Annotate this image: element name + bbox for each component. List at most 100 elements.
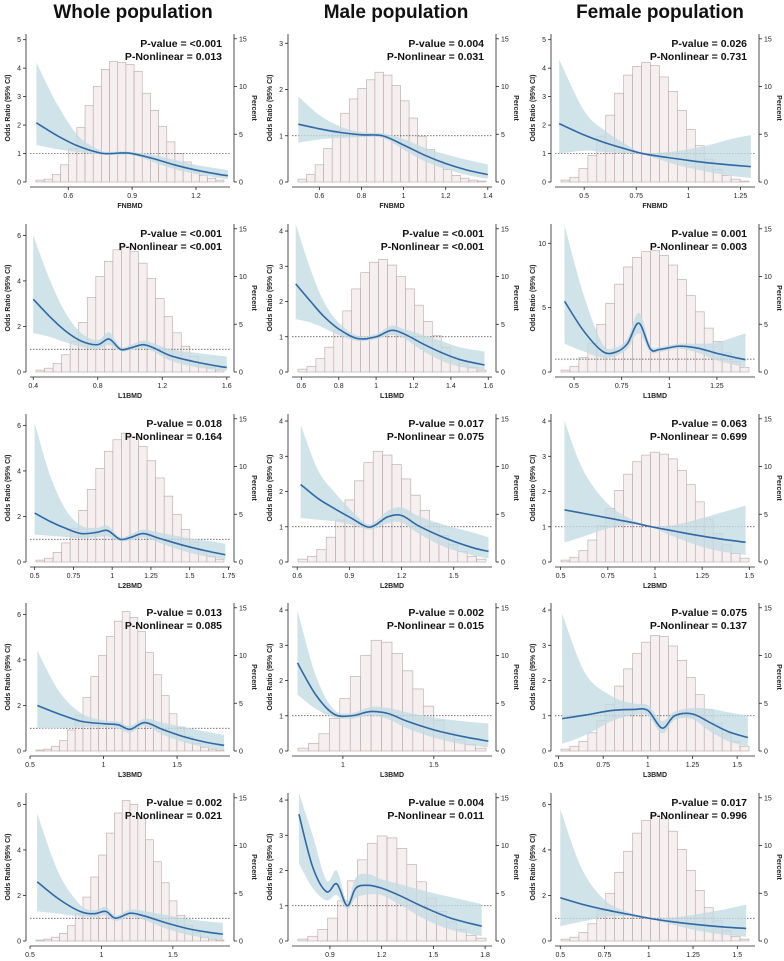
histogram-bar bbox=[318, 733, 330, 752]
y2-tick-label: 15 bbox=[239, 226, 247, 233]
y-tick-label: 2 bbox=[279, 87, 283, 94]
odds-ratio-curve bbox=[35, 122, 228, 177]
x-tick-label: 1.2 bbox=[441, 193, 451, 200]
histogram-bar bbox=[632, 832, 642, 942]
histogram-bar bbox=[92, 86, 102, 183]
y-axis-label: Odds Ratio (95% CI) bbox=[267, 834, 274, 901]
y-tick-label: 2 bbox=[279, 868, 283, 875]
y-axis-label: Odds Ratio (95% CI) bbox=[267, 75, 274, 142]
odds-ratio-curve bbox=[37, 704, 225, 747]
p-nonlinear-text: P-Nonlinear = 0.031 bbox=[387, 51, 484, 63]
histogram-bar bbox=[146, 278, 156, 373]
y-tick-label: 2 bbox=[17, 514, 21, 521]
x-tick-label: 0.4 bbox=[28, 383, 38, 390]
y-tick-label: 4 bbox=[279, 419, 283, 426]
y-tick-label: 6 bbox=[17, 233, 21, 240]
y-tick-label: 0 bbox=[17, 370, 21, 377]
p-nonlinear-text: P-Nonlinear = 0.021 bbox=[125, 810, 222, 822]
histogram-bar bbox=[632, 653, 642, 752]
histogram-bar bbox=[623, 850, 633, 942]
histogram-bar bbox=[67, 729, 76, 752]
histogram-bar bbox=[569, 936, 580, 942]
x-tick-label: 0.9 bbox=[127, 193, 137, 200]
x-tick-label: 0.6 bbox=[296, 383, 306, 390]
y-tick-label: 0 bbox=[542, 180, 546, 187]
histogram-bar bbox=[721, 175, 732, 183]
y-axis-label: Odds Ratio (95% CI) bbox=[5, 834, 12, 901]
odds-ratio-curve bbox=[298, 123, 488, 176]
histogram-bar bbox=[739, 180, 750, 183]
y-tick-label: 1 bbox=[279, 334, 283, 341]
y-tick-label: 6 bbox=[17, 802, 21, 809]
x-tick-label: 1 bbox=[99, 952, 103, 959]
odds-ratio-curve bbox=[562, 707, 749, 739]
histogram-bar bbox=[329, 718, 341, 752]
y-tick-label: 0 bbox=[17, 939, 21, 946]
x-tick-label: 0.9 bbox=[345, 573, 355, 580]
y-axis-label: Odds Ratio (95% CI) bbox=[5, 265, 12, 332]
odds-ratio-curve bbox=[296, 662, 489, 742]
y-tick-label: 3 bbox=[542, 454, 546, 461]
p-nonlinear-text: P-Nonlinear = <0.001 bbox=[381, 241, 484, 253]
y2-tick-label: 0 bbox=[764, 560, 768, 567]
p-nonlinear-text: P-Nonlinear = 0.996 bbox=[650, 810, 747, 822]
p-value-text: P-value = <0.001 bbox=[402, 228, 484, 240]
histogram-bar bbox=[650, 451, 660, 563]
histogram-bar bbox=[476, 558, 487, 563]
histogram-bar bbox=[153, 861, 162, 942]
y2-tick-label: 5 bbox=[239, 512, 243, 519]
histogram-bar bbox=[587, 732, 598, 752]
y2-tick-label: 10 bbox=[239, 84, 247, 91]
histogram-bar bbox=[730, 553, 741, 563]
y-tick-label: 3 bbox=[542, 94, 546, 101]
y2-tick-label: 10 bbox=[764, 464, 772, 471]
histogram-bar bbox=[86, 297, 97, 373]
y2-tick-label: 0 bbox=[764, 939, 768, 946]
histogram-bar bbox=[560, 179, 571, 183]
y2-tick-label: 5 bbox=[239, 701, 243, 708]
histogram-bar bbox=[327, 917, 338, 942]
histogram-bar bbox=[112, 249, 122, 373]
p-nonlinear-text: P-Nonlinear = 0.075 bbox=[387, 431, 484, 443]
histogram-bar bbox=[641, 62, 651, 183]
histogram-bar bbox=[133, 70, 143, 183]
panel-l3bmd-male: 0 1 2 3 4 0 5 10 15 1 1.5 L3BMD Odds Ratio (95% CI) P… bbox=[267, 603, 519, 779]
p-value-text: P-value = 0.063 bbox=[671, 418, 747, 430]
histogram-bar bbox=[333, 329, 344, 373]
histogram-bar bbox=[391, 85, 401, 183]
histogram-bar bbox=[360, 272, 370, 373]
histogram-bar bbox=[43, 748, 52, 752]
x-tick-label: 1.2 bbox=[157, 383, 167, 390]
y2-tick-label: 5 bbox=[239, 132, 243, 139]
p-value-text: P-value = 0.001 bbox=[671, 228, 747, 240]
x-tick-label: 0.6 bbox=[315, 193, 325, 200]
histogram-bar bbox=[121, 432, 131, 563]
panel-l2bmd-whole: 0 2 4 6 0 5 10 15 0.5 0.75 1 1.25 1.5 1.75 L2BMD Odds R… bbox=[5, 414, 257, 590]
y2-tick-label: 15 bbox=[239, 795, 247, 802]
y-tick-label: 0 bbox=[542, 560, 546, 567]
x-tick-label: 0.8 bbox=[93, 383, 103, 390]
histogram-bar bbox=[659, 636, 669, 752]
histogram-bar bbox=[402, 670, 414, 752]
panel-l3bmd-whole: 0 2 4 6 0 5 10 15 0.5 1 1.5 L3BMD Odds Ratio (95% CI… bbox=[5, 603, 257, 779]
histogram-bar bbox=[476, 369, 487, 373]
histogram-bar bbox=[208, 748, 217, 752]
histogram-bar bbox=[475, 747, 487, 752]
y2-axis-label: Percent bbox=[512, 854, 519, 880]
x-axis-label: L1BMD bbox=[118, 393, 142, 400]
p-nonlinear-text: P-Nonlinear = 0.015 bbox=[387, 620, 484, 632]
y-axis-label: Odds Ratio (95% CI) bbox=[267, 455, 274, 522]
x-tick-label: 1 bbox=[110, 573, 114, 580]
odds-ratio-curve bbox=[298, 813, 482, 927]
y2-tick-label: 5 bbox=[764, 322, 768, 329]
y-tick-label: 0 bbox=[542, 939, 546, 946]
histogram-bar bbox=[69, 341, 80, 373]
histogram-bar bbox=[67, 925, 76, 942]
x-tick-label: 1.5 bbox=[185, 573, 195, 580]
histogram-bar bbox=[739, 745, 750, 752]
histogram-bar bbox=[650, 814, 660, 942]
y-tick-label: 0 bbox=[279, 180, 283, 187]
histogram-bar bbox=[199, 175, 208, 183]
y2-tick-label: 5 bbox=[764, 891, 768, 898]
